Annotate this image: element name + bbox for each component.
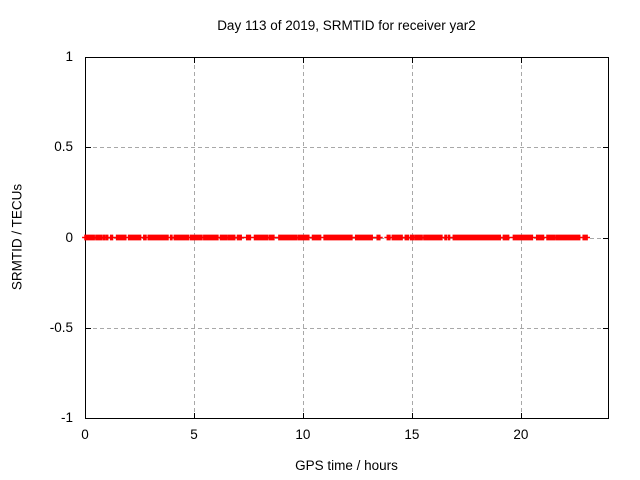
gridlines xyxy=(86,58,607,417)
y-tick-label: 0.5 xyxy=(54,139,73,154)
y-tick-label: -1 xyxy=(60,410,73,425)
x-axis-label: GPS time / hours xyxy=(295,458,398,473)
x-tick-label: 20 xyxy=(513,427,529,442)
x-tick-label: 10 xyxy=(295,427,311,442)
y-tick-label: 1 xyxy=(65,49,73,64)
x-tick-label: 15 xyxy=(404,427,420,442)
data-series-srmtid xyxy=(82,234,590,241)
y-tick-label: 0 xyxy=(65,230,73,245)
y-tick-label: -0.5 xyxy=(49,320,73,335)
x-tick-label: 0 xyxy=(81,427,89,442)
chart-title: Day 113 of 2019, SRMTID for receiver yar… xyxy=(217,18,476,33)
x-tick-label: 5 xyxy=(190,427,198,442)
